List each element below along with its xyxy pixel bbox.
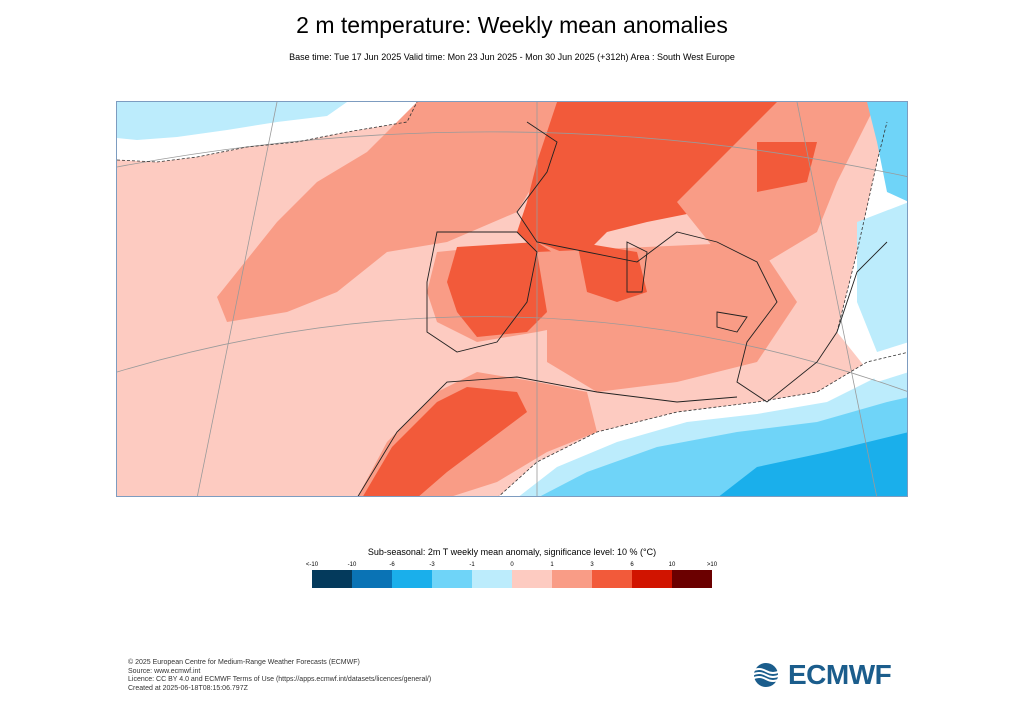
- legend-tick: -6: [389, 562, 395, 568]
- coastlines: [357, 121, 888, 496]
- legend-tick: 6: [630, 562, 634, 568]
- legend-tick: 10: [668, 562, 676, 568]
- anomaly-cool-aegean: [857, 202, 907, 352]
- ecmwf-logo-icon: [751, 663, 781, 687]
- chart-title: 2 m temperature: Weekly mean anomalies: [296, 12, 728, 38]
- legend-color-swatch: [592, 570, 632, 588]
- ecmwf-logo: ECMWF: [748, 659, 898, 690]
- legend-tick: -3: [429, 562, 435, 568]
- anomaly-map: [116, 101, 908, 497]
- footer-created: Created at 2025-06-18T08:15:06.797Z: [128, 684, 248, 692]
- anomaly-cold-atlantic: [117, 102, 347, 140]
- legend-tick: >10: [706, 562, 718, 568]
- graticule: [117, 102, 907, 496]
- legend-color-swatch: [312, 570, 352, 588]
- legend-color-swatch: [432, 570, 472, 588]
- legend-ticks: <-10 -10 -6 -3 -1 0 1 3 6 10 >10: [306, 562, 717, 572]
- legend-tick: 3: [590, 562, 594, 568]
- anomaly-hot-morocco: [363, 387, 527, 496]
- footer-source: Source: www.ecmwf.int: [128, 667, 201, 675]
- legend-color-swatch: [672, 570, 712, 588]
- anomaly-hot-sardinia: [577, 242, 647, 302]
- anomaly-very-cold-libya: [719, 432, 907, 496]
- legend-tick: -10: [347, 562, 357, 568]
- legend-color-swatch: [552, 570, 592, 588]
- chart-subtitle: Base time: Tue 17 Jun 2025 Valid time: M…: [289, 52, 735, 62]
- ecmwf-logo-text: ECMWF: [788, 659, 892, 690]
- significance-contours: [117, 102, 907, 496]
- legend-color-swatch: [512, 570, 552, 588]
- legend-tick: 1: [550, 562, 554, 568]
- legend-tick: -1: [469, 562, 475, 568]
- footer-licence: Licence: CC BY 4.0 and ECMWF Terms of Us…: [128, 676, 432, 683]
- anomaly-hot-balkans: [757, 142, 817, 192]
- legend-title: Sub-seasonal: 2m T weekly mean anomaly, …: [367, 547, 657, 557]
- legend-tick: 0: [510, 562, 514, 568]
- anomaly-hot-france: [517, 102, 777, 252]
- legend-color-swatch: [392, 570, 432, 588]
- legend-color-swatch: [352, 570, 392, 588]
- legend-color-swatch: [632, 570, 672, 588]
- footer-copyright: © 2025 European Centre for Medium-Range …: [128, 659, 360, 666]
- anomaly-warm-atlantic: [217, 102, 557, 322]
- legend-color-swatch: [472, 570, 512, 588]
- legend-tick: <-10: [305, 562, 319, 568]
- anomaly-cold-turkey: [867, 102, 907, 202]
- anomaly-map-svg: [117, 102, 907, 496]
- footer-credits: © 2025 European Centre for Medium-Range …: [128, 659, 431, 693]
- legend-colorbar: [312, 570, 712, 588]
